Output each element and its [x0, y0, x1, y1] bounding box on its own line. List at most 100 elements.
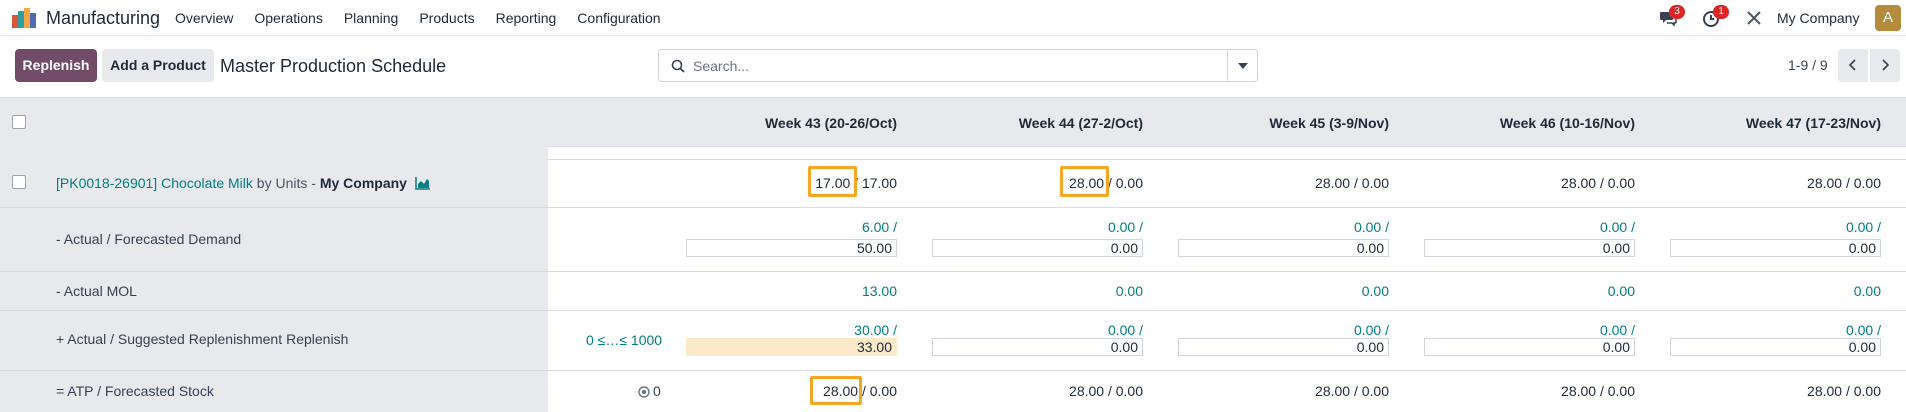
forecasted-stock-value: / 0.00	[1845, 383, 1881, 399]
forecasted-demand-input[interactable]	[686, 239, 897, 257]
divider	[0, 207, 1906, 208]
atp-value: 28.00	[1561, 383, 1597, 399]
search-options-toggle[interactable]	[1227, 50, 1257, 81]
chevron-left-icon	[1848, 59, 1856, 71]
search-icon	[671, 59, 685, 73]
main-menu: Overview Operations Planning Products Re…	[175, 10, 682, 26]
forecasted-stock-value: / 0.00	[1353, 383, 1389, 399]
forecasted-demand-input[interactable]	[932, 239, 1143, 257]
divider	[548, 146, 1906, 147]
menu-overview[interactable]: Overview	[175, 10, 234, 26]
suggested-replenishment-input[interactable]	[1424, 338, 1635, 356]
week-header: Week 46 (10-16/Nov)	[1499, 115, 1635, 131]
messages-button[interactable]: 3	[1658, 5, 1685, 28]
uom-label: Units	[275, 175, 308, 191]
suggested-replenishment-input[interactable]	[686, 338, 897, 356]
app-name[interactable]: Manufacturing	[46, 8, 161, 28]
actual-replenishment-value[interactable]: 30.00 /	[854, 322, 897, 338]
forecast-cell: 17.00 / 17.00	[697, 175, 897, 191]
atp-value: 28.00	[1315, 383, 1351, 399]
pager-next-button[interactable]	[1870, 49, 1900, 82]
forecast-cell: 28.00 / 0.00	[1189, 175, 1389, 191]
atp-value: 28.00	[823, 383, 859, 399]
activities-badge: 1	[1713, 5, 1729, 19]
forecast-value: 28.00	[1561, 175, 1597, 191]
atp-row-label: = ATP / Forecasted Stock	[56, 383, 214, 399]
actual-demand-value[interactable]: 0.00 /	[1599, 219, 1635, 235]
search-bar	[658, 49, 1258, 82]
divider	[0, 370, 1906, 371]
actual-demand-value[interactable]: 0.00 /	[1353, 219, 1389, 235]
forecasted-demand-input[interactable]	[1424, 239, 1635, 257]
menu-configuration[interactable]: Configuration	[577, 10, 661, 26]
page-title: Master Production Schedule	[220, 56, 447, 76]
row-replenish-link[interactable]: Replenish	[286, 331, 349, 347]
week-header-band	[548, 97, 1906, 146]
menu-operations[interactable]: Operations	[254, 10, 323, 26]
week-header: Week 45 (3-9/Nov)	[1269, 115, 1389, 131]
replenishment-bounds-link[interactable]: 0 ≤…≤ 1000	[586, 332, 663, 348]
add-product-button[interactable]: Add a Product	[102, 49, 214, 82]
mol-value[interactable]: 13.00	[861, 283, 897, 299]
actual-demand-value[interactable]: 0.00 /	[1107, 219, 1143, 235]
actual-replenishment-value[interactable]: 0.00 /	[1845, 322, 1881, 338]
mol-value[interactable]: 0.00	[1607, 283, 1635, 299]
debug-tools-button[interactable]	[1744, 8, 1764, 28]
forecasted-demand-input[interactable]	[1178, 239, 1389, 257]
search-input[interactable]	[693, 50, 1213, 81]
atp-cell: 28.00 / 0.00	[943, 383, 1143, 399]
week-header: Week 44 (27-2/Oct)	[1018, 115, 1143, 131]
actual-demand-value[interactable]: 6.00 /	[861, 219, 897, 235]
activities-button[interactable]: 1	[1702, 5, 1729, 28]
select-all-checkbox[interactable]	[12, 115, 26, 129]
forecast-target: / 0.00	[1845, 175, 1881, 191]
safety-stock-icon	[638, 386, 650, 398]
forecast-cell: 28.00 / 0.00	[1681, 175, 1881, 191]
menu-reporting[interactable]: Reporting	[495, 10, 557, 26]
dash: -	[311, 175, 316, 191]
week-header: Week 43 (20-26/Oct)	[764, 115, 897, 131]
forecast-value: 28.00	[1069, 175, 1105, 191]
user-avatar[interactable]: A	[1875, 5, 1901, 31]
mol-value[interactable]: 0.00	[1115, 283, 1143, 299]
suggested-replenishment-input[interactable]	[1178, 338, 1389, 356]
forecast-value: 28.00	[1315, 175, 1351, 191]
atp-cell: 28.00 / 0.00	[697, 383, 897, 399]
actual-replenishment-value[interactable]: 0.00 /	[1107, 322, 1143, 338]
forecast-target: / 0.00	[1599, 175, 1635, 191]
product-link[interactable]: [PK0018-26901] Chocolate Milk	[56, 175, 253, 191]
product-row-checkbox[interactable]	[12, 175, 26, 189]
forecast-cell: 28.00 / 0.00	[943, 175, 1143, 191]
chevron-right-icon	[1882, 59, 1890, 71]
company-switcher[interactable]: My Company	[1777, 10, 1860, 26]
mol-value[interactable]: 0.00	[1853, 283, 1881, 299]
menu-planning[interactable]: Planning	[343, 10, 399, 26]
actual-replenishment-value[interactable]: 0.00 /	[1599, 322, 1635, 338]
forecast-target: / 17.00	[854, 175, 897, 191]
tools-icon	[1747, 11, 1761, 25]
product-heading: [PK0018-26901] Chocolate Milk by Units -…	[56, 175, 431, 191]
area-chart-icon[interactable]	[415, 176, 431, 190]
forecast-target: / 0.00	[1353, 175, 1389, 191]
menu-products[interactable]: Products	[419, 10, 475, 26]
actual-replenishment-value[interactable]: 0.00 /	[1353, 322, 1389, 338]
replenishment-label-text: + Actual / Suggested Replenishment	[56, 331, 283, 347]
atp-value: 28.00	[1069, 383, 1105, 399]
replenish-button[interactable]: Replenish	[15, 49, 97, 82]
atp-value: 28.00	[1807, 383, 1843, 399]
suggested-replenishment-input[interactable]	[1670, 338, 1881, 356]
forecast-value: 28.00	[1807, 175, 1843, 191]
pager-value[interactable]: 1-9 / 9	[1788, 57, 1828, 73]
forecasted-demand-input[interactable]	[1670, 239, 1881, 257]
atp-cell: 28.00 / 0.00	[1189, 383, 1389, 399]
actual-demand-value[interactable]: 0.00 /	[1845, 219, 1881, 235]
messages-badge: 3	[1669, 5, 1685, 19]
divider	[0, 310, 1906, 311]
manufacturing-app-icon[interactable]	[11, 7, 37, 29]
forecasted-stock-value: / 0.00	[1107, 383, 1143, 399]
week-header: Week 47 (17-23/Nov)	[1745, 115, 1881, 131]
clock-icon	[1703, 11, 1719, 27]
pager-previous-button[interactable]	[1838, 49, 1868, 82]
mol-value[interactable]: 0.00	[1361, 283, 1389, 299]
suggested-replenishment-input[interactable]	[932, 338, 1143, 356]
